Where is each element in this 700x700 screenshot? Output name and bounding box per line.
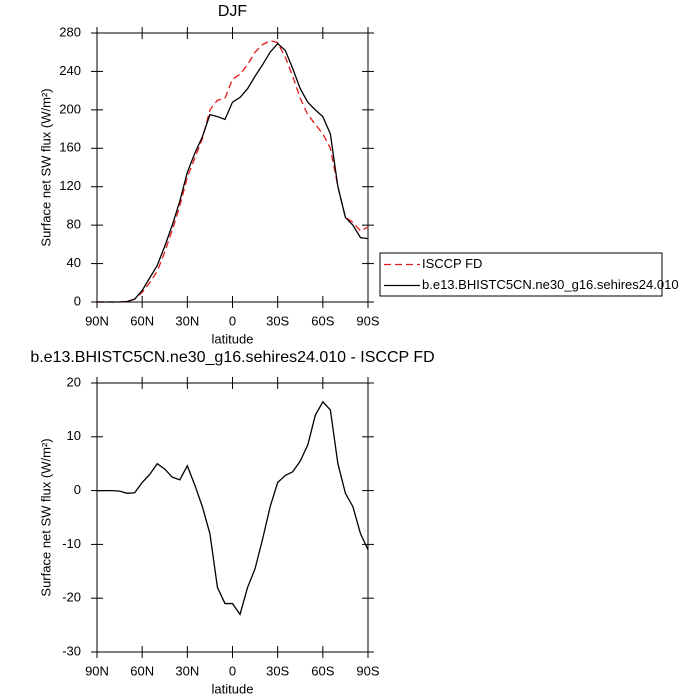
y-tick-label: 120 bbox=[59, 178, 81, 193]
x-tick-label: 0 bbox=[229, 313, 236, 328]
y-tick-label: 240 bbox=[59, 63, 81, 78]
y-tick-label: 10 bbox=[67, 428, 81, 443]
series-line bbox=[97, 400, 369, 616]
y-tick-label: -30 bbox=[62, 643, 81, 658]
y-axis-label: Surface net SW flux (W/m²) bbox=[38, 88, 53, 246]
x-tick-label: 30N bbox=[175, 663, 199, 678]
legend-box bbox=[379, 252, 663, 297]
x-tick-label: 60N bbox=[130, 313, 154, 328]
series-line bbox=[97, 39, 369, 303]
plot-frame bbox=[96, 32, 369, 303]
y-tick-label: 200 bbox=[59, 101, 81, 116]
x-tick-label: 0 bbox=[229, 663, 236, 678]
x-tick-label: 90N bbox=[85, 313, 109, 328]
chart-title: DJF bbox=[218, 3, 248, 20]
series-line bbox=[97, 42, 369, 303]
y-tick-label: 80 bbox=[67, 217, 81, 232]
x-tick-label: 60N bbox=[130, 663, 154, 678]
y-tick-label: 0 bbox=[74, 482, 81, 497]
y-tick-label: -10 bbox=[62, 536, 81, 551]
chart-title: b.e13.BHISTC5CN.ne30_g16.sehires24.010 -… bbox=[30, 349, 434, 366]
legend-label: b.e13.BHISTC5CN.ne30_g16.sehires24.010 bbox=[422, 277, 679, 292]
y-tick-label: 20 bbox=[67, 374, 81, 389]
x-tick-label: 30S bbox=[266, 663, 289, 678]
x-tick-label: 30S bbox=[266, 313, 289, 328]
x-tick-label: 90N bbox=[85, 663, 109, 678]
y-tick-label: 0 bbox=[74, 293, 81, 308]
plot-frame bbox=[96, 382, 369, 653]
x-axis-label: latitude bbox=[212, 331, 254, 346]
x-tick-label: 90S bbox=[356, 313, 379, 328]
y-tick-label: 280 bbox=[59, 24, 81, 39]
x-tick-label: 60S bbox=[311, 663, 334, 678]
x-tick-label: 30N bbox=[175, 313, 199, 328]
x-tick-label: 90S bbox=[356, 663, 379, 678]
y-tick-label: 40 bbox=[67, 255, 81, 270]
y-axis-label: Surface net SW flux (W/m²) bbox=[38, 438, 53, 596]
x-tick-label: 60S bbox=[311, 313, 334, 328]
x-axis-label: latitude bbox=[212, 681, 254, 696]
legend-label: ISCCP FD bbox=[422, 256, 482, 271]
y-tick-label: -20 bbox=[62, 590, 81, 605]
y-tick-label: 160 bbox=[59, 140, 81, 155]
